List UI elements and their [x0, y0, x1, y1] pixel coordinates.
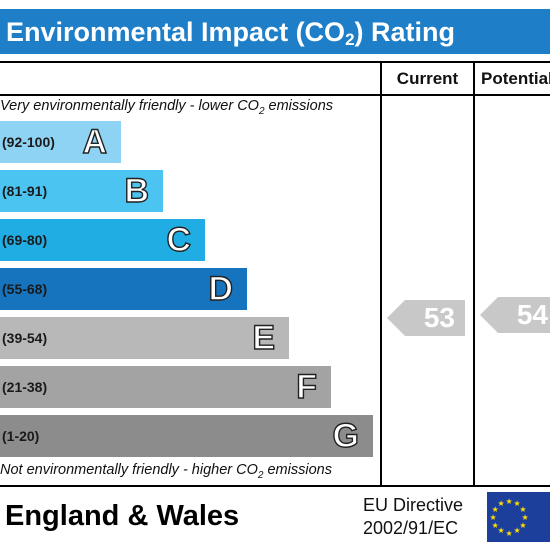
- eu-flag-icon: ★ ★ ★ ★ ★ ★ ★ ★ ★ ★ ★ ★: [487, 492, 550, 542]
- flag-star-icon: ★: [521, 512, 529, 522]
- flag-star-icon: ★: [497, 498, 505, 508]
- band-range-label: (69-80): [2, 232, 48, 248]
- region-label: England & Wales: [5, 500, 240, 532]
- flag-star-icon: ★: [491, 504, 499, 514]
- potential-column-header: Potential: [481, 69, 550, 88]
- band-letter-label: E: [252, 318, 276, 357]
- band-range-label: (81-91): [2, 183, 48, 199]
- current-column-header: Current: [396, 69, 459, 88]
- current-rating-arrow: 53: [387, 300, 465, 336]
- flag-star-icon: ★: [491, 520, 499, 530]
- band-range-label: (1-20): [2, 428, 40, 444]
- directive-line-2: 2002/91/EC: [363, 518, 459, 538]
- flag-star-icon: ★: [513, 498, 521, 508]
- band-f: (21-38) F: [0, 366, 331, 408]
- flag-star-icon: ★: [513, 526, 521, 536]
- header-divider: [0, 94, 550, 96]
- current-rating-value: 53: [423, 302, 455, 333]
- flag-star-icon: ★: [489, 512, 497, 522]
- band-d: (55-68) D: [0, 268, 247, 310]
- band-range-label: (55-68): [2, 281, 48, 297]
- bottom-note: Not environmentally friendly - higher CO…: [0, 462, 332, 481]
- potential-arrow-shape: [480, 297, 550, 333]
- potential-column-divider: [473, 61, 475, 487]
- band-letter-label: F: [296, 367, 318, 406]
- band-letter-label: D: [208, 269, 234, 308]
- directive-line-1: EU Directive: [363, 495, 464, 515]
- band-letter-label: A: [82, 122, 108, 161]
- flag-star-icon: ★: [505, 528, 513, 538]
- flag-star-icon: ★: [519, 520, 527, 530]
- band-e: (39-54) E: [0, 317, 289, 359]
- flag-star-icon: ★: [505, 496, 513, 506]
- chart-title: Environmental Impact (CO2) Rating: [6, 17, 456, 49]
- flag-star-icon: ★: [519, 504, 527, 514]
- band-range-label: (39-54): [2, 330, 48, 346]
- rating-table: [0, 61, 550, 487]
- band-range-label: (92-100): [2, 134, 55, 150]
- band-g: (1-20) G: [0, 415, 373, 457]
- top-note: Very environmentally friendly - lower CO…: [0, 98, 334, 117]
- band-c: (69-80) C: [0, 219, 205, 261]
- potential-rating-value: 54: [516, 299, 548, 330]
- band-b: (81-91) B: [0, 170, 163, 212]
- band-letter-label: G: [332, 416, 360, 455]
- band-range-label: (21-38): [2, 379, 48, 395]
- current-column-divider: [380, 61, 382, 487]
- band-letter-label: C: [166, 220, 192, 259]
- title-bar: Environmental Impact (CO2) Rating: [0, 9, 550, 54]
- band-letter-label: B: [124, 171, 150, 210]
- potential-rating-arrow: 54: [480, 297, 550, 333]
- flag-star-icon: ★: [497, 526, 505, 536]
- band-a: (92-100) A: [0, 121, 121, 163]
- current-arrow-shape: [387, 300, 465, 336]
